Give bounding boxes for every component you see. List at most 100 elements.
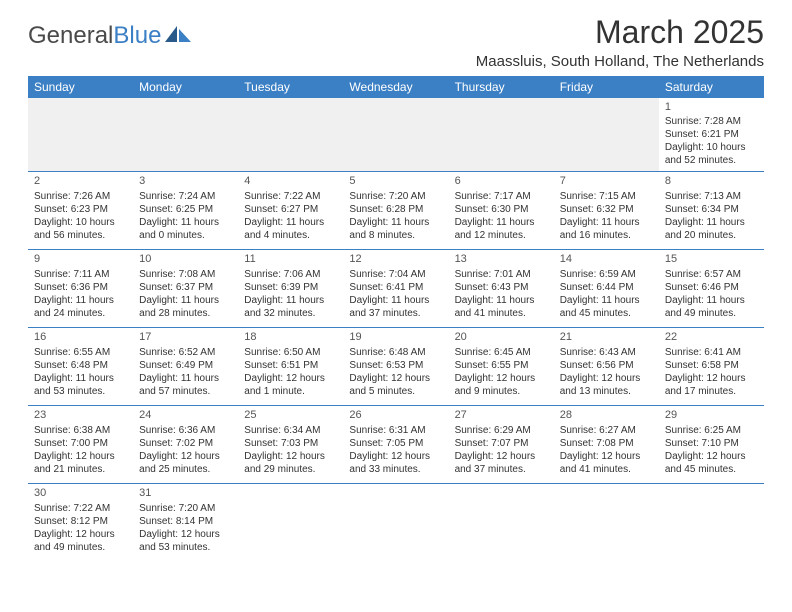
calendar-cell: 14Sunrise: 6:59 AMSunset: 6:44 PMDayligh… (554, 250, 659, 328)
calendar-cell: 5Sunrise: 7:20 AMSunset: 6:28 PMDaylight… (343, 172, 448, 250)
sunset-text: Sunset: 6:32 PM (560, 203, 653, 216)
day-number: 14 (560, 252, 653, 266)
calendar-cell: 23Sunrise: 6:38 AMSunset: 7:00 PMDayligh… (28, 406, 133, 484)
sunrise-text: Sunrise: 6:38 AM (34, 424, 127, 437)
daylight-text: and 0 minutes. (139, 229, 232, 242)
daylight-text: and 37 minutes. (455, 463, 548, 476)
daylight-text: Daylight: 12 hours (665, 372, 758, 385)
sunset-text: Sunset: 6:27 PM (244, 203, 337, 216)
daylight-text: and 52 minutes. (665, 154, 758, 167)
sunrise-text: Sunrise: 7:01 AM (455, 268, 548, 281)
calendar-cell (449, 484, 554, 562)
sunrise-text: Sunrise: 6:50 AM (244, 346, 337, 359)
sunrise-text: Sunrise: 7:04 AM (349, 268, 442, 281)
logo-text-general: General (28, 22, 113, 50)
daylight-text: and 56 minutes. (34, 229, 127, 242)
day-number: 31 (139, 486, 232, 500)
day-number: 11 (244, 252, 337, 266)
sunset-text: Sunset: 6:41 PM (349, 281, 442, 294)
day-number: 16 (34, 330, 127, 344)
logo: GeneralBlue (28, 14, 193, 50)
sunrise-text: Sunrise: 7:28 AM (665, 115, 758, 128)
sunrise-text: Sunrise: 6:29 AM (455, 424, 548, 437)
daylight-text: and 21 minutes. (34, 463, 127, 476)
daylight-text: and 49 minutes. (665, 307, 758, 320)
daylight-text: Daylight: 11 hours (34, 372, 127, 385)
day-number: 25 (244, 408, 337, 422)
sunrise-text: Sunrise: 6:25 AM (665, 424, 758, 437)
calendar-cell: 18Sunrise: 6:50 AMSunset: 6:51 PMDayligh… (238, 328, 343, 406)
sunset-text: Sunset: 7:07 PM (455, 437, 548, 450)
sunset-text: Sunset: 7:10 PM (665, 437, 758, 450)
calendar-cell: 17Sunrise: 6:52 AMSunset: 6:49 PMDayligh… (133, 328, 238, 406)
day-number: 10 (139, 252, 232, 266)
calendar-cell: 19Sunrise: 6:48 AMSunset: 6:53 PMDayligh… (343, 328, 448, 406)
sunrise-text: Sunrise: 6:57 AM (665, 268, 758, 281)
sunrise-text: Sunrise: 6:27 AM (560, 424, 653, 437)
daylight-text: and 29 minutes. (244, 463, 337, 476)
calendar-cell (343, 98, 448, 172)
day-header: Friday (554, 76, 659, 98)
sunrise-text: Sunrise: 6:41 AM (665, 346, 758, 359)
calendar-cell: 22Sunrise: 6:41 AMSunset: 6:58 PMDayligh… (659, 328, 764, 406)
sunset-text: Sunset: 6:44 PM (560, 281, 653, 294)
sunset-text: Sunset: 6:28 PM (349, 203, 442, 216)
sunrise-text: Sunrise: 7:11 AM (34, 268, 127, 281)
daylight-text: Daylight: 11 hours (349, 294, 442, 307)
sunset-text: Sunset: 6:55 PM (455, 359, 548, 372)
day-number: 3 (139, 174, 232, 188)
calendar-cell: 8Sunrise: 7:13 AMSunset: 6:34 PMDaylight… (659, 172, 764, 250)
daylight-text: Daylight: 11 hours (349, 216, 442, 229)
day-number: 18 (244, 330, 337, 344)
calendar-cell: 20Sunrise: 6:45 AMSunset: 6:55 PMDayligh… (449, 328, 554, 406)
day-header: Tuesday (238, 76, 343, 98)
sunset-text: Sunset: 6:49 PM (139, 359, 232, 372)
calendar-cell (659, 484, 764, 562)
sunrise-text: Sunrise: 6:52 AM (139, 346, 232, 359)
calendar-cell: 11Sunrise: 7:06 AMSunset: 6:39 PMDayligh… (238, 250, 343, 328)
daylight-text: and 5 minutes. (349, 385, 442, 398)
calendar-row: 1Sunrise: 7:28 AMSunset: 6:21 PMDaylight… (28, 98, 764, 172)
daylight-text: and 45 minutes. (665, 463, 758, 476)
daylight-text: and 57 minutes. (139, 385, 232, 398)
daylight-text: Daylight: 12 hours (349, 372, 442, 385)
calendar-cell: 26Sunrise: 6:31 AMSunset: 7:05 PMDayligh… (343, 406, 448, 484)
sunset-text: Sunset: 7:05 PM (349, 437, 442, 450)
daylight-text: Daylight: 12 hours (34, 450, 127, 463)
calendar-cell (133, 98, 238, 172)
daylight-text: Daylight: 11 hours (34, 294, 127, 307)
day-header: Thursday (449, 76, 554, 98)
daylight-text: and 9 minutes. (455, 385, 548, 398)
daylight-text: Daylight: 12 hours (349, 450, 442, 463)
day-number: 4 (244, 174, 337, 188)
sunset-text: Sunset: 6:34 PM (665, 203, 758, 216)
sunrise-text: Sunrise: 6:48 AM (349, 346, 442, 359)
daylight-text: and 1 minute. (244, 385, 337, 398)
daylight-text: Daylight: 12 hours (244, 450, 337, 463)
page: GeneralBlue March 2025 Maassluis, South … (0, 0, 792, 562)
sunset-text: Sunset: 6:23 PM (34, 203, 127, 216)
daylight-text: and 25 minutes. (139, 463, 232, 476)
daylight-text: Daylight: 12 hours (560, 450, 653, 463)
sunset-text: Sunset: 6:36 PM (34, 281, 127, 294)
sunrise-text: Sunrise: 7:08 AM (139, 268, 232, 281)
month-title: March 2025 (476, 14, 764, 51)
sunrise-text: Sunrise: 7:17 AM (455, 190, 548, 203)
day-number: 15 (665, 252, 758, 266)
calendar-cell: 15Sunrise: 6:57 AMSunset: 6:46 PMDayligh… (659, 250, 764, 328)
day-number: 2 (34, 174, 127, 188)
calendar-cell: 21Sunrise: 6:43 AMSunset: 6:56 PMDayligh… (554, 328, 659, 406)
daylight-text: Daylight: 11 hours (455, 294, 548, 307)
daylight-text: and 24 minutes. (34, 307, 127, 320)
day-number: 19 (349, 330, 442, 344)
daylight-text: and 49 minutes. (34, 541, 127, 554)
sunrise-text: Sunrise: 7:20 AM (139, 502, 232, 515)
sunset-text: Sunset: 7:08 PM (560, 437, 653, 450)
daylight-text: Daylight: 10 hours (34, 216, 127, 229)
daylight-text: Daylight: 10 hours (665, 141, 758, 154)
calendar-cell: 7Sunrise: 7:15 AMSunset: 6:32 PMDaylight… (554, 172, 659, 250)
daylight-text: Daylight: 11 hours (455, 216, 548, 229)
day-number: 26 (349, 408, 442, 422)
calendar-cell (343, 484, 448, 562)
day-header: Sunday (28, 76, 133, 98)
